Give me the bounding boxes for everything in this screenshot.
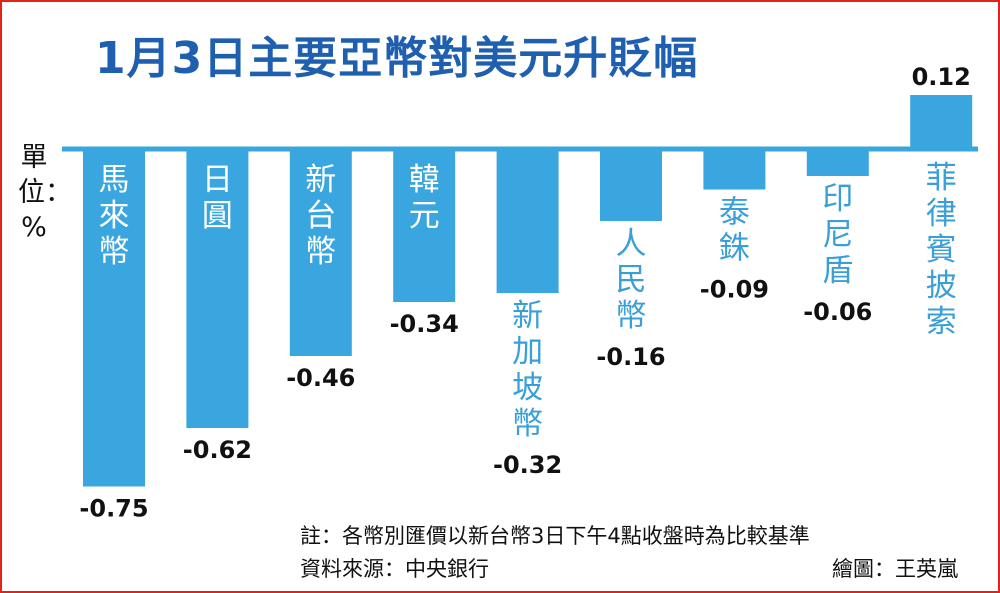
category-label-1: 日圓 [202, 162, 233, 234]
bar-4 [496, 149, 559, 293]
bar-8 [910, 95, 973, 149]
value-label-8: 0.12 [912, 63, 971, 91]
bar-5 [600, 149, 662, 221]
bar-3 [393, 149, 456, 302]
footnote-basis: 註：各幣別匯價以新台幣3日下午4點收盤時為比較基準 [300, 524, 810, 548]
value-label-4: -0.32 [493, 451, 562, 479]
category-label-5: 人民幣 [616, 226, 647, 334]
category-label-6: 泰銖 [719, 195, 750, 267]
graphic-credit: 繪圖：王英嵐 [832, 557, 958, 581]
bars-layer [83, 95, 973, 487]
value-label-5: -0.16 [596, 343, 665, 371]
bar-1 [186, 149, 249, 428]
bar-0 [83, 149, 145, 487]
category-label-7: 印尼盾 [822, 181, 853, 289]
bar-6 [703, 149, 766, 190]
value-label-3: -0.34 [390, 310, 459, 338]
value-label-0: -0.75 [79, 495, 148, 523]
value-label-2: -0.46 [286, 364, 355, 392]
bar-2 [289, 149, 352, 356]
labels-layer: 馬來幣 -0.75 日圓 -0.62 新台幣 -0.46 韓元 -0.34 新加坡幣 -0.32 人… [79, 63, 970, 523]
value-label-6: -0.09 [700, 276, 769, 304]
value-label-1: -0.62 [183, 436, 252, 464]
category-label-0: 馬來幣 [99, 162, 130, 270]
data-source: 資料來源：中央銀行 [300, 557, 489, 581]
bar-7 [806, 149, 869, 176]
category-label-8: 菲律賓披索 [926, 160, 957, 340]
value-label-7: -0.06 [803, 298, 872, 326]
category-label-2: 新台幣 [305, 162, 336, 270]
category-label-4: 新加坡幣 [512, 298, 543, 442]
category-label-3: 韓元 [409, 162, 440, 234]
chart-title: 1月3日主要亞幣對美元升貶幅 [95, 33, 699, 84]
